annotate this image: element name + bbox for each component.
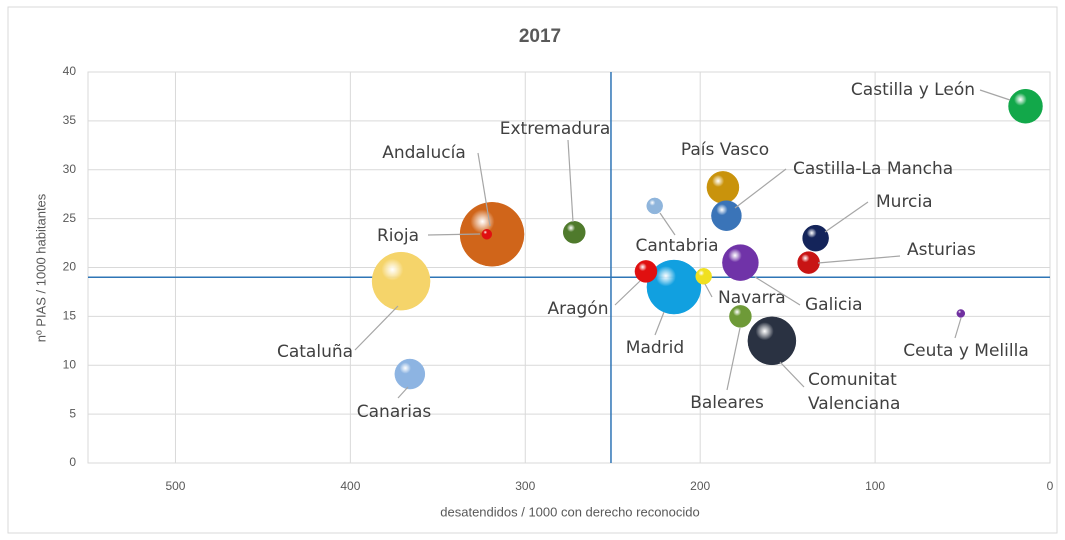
data-label: País Vasco [681, 140, 769, 160]
bubble [706, 171, 740, 204]
leader-line [734, 168, 787, 209]
data-label: Castilla-La Mancha [793, 159, 953, 179]
data-label: Murcia [876, 192, 933, 212]
leader-line [726, 327, 741, 391]
x-tick-label: 500 [165, 479, 185, 493]
data-label: Extremadura [500, 119, 611, 139]
y-tick-label: 10 [63, 357, 77, 371]
leader-line [477, 152, 491, 227]
data-label: Castilla y León [851, 80, 975, 100]
x-tick-label: 100 [865, 479, 885, 493]
leader-line [354, 305, 399, 351]
x-tick-label: 400 [340, 479, 360, 493]
data-label: Asturias [907, 240, 976, 260]
data-label: Aragón [547, 299, 608, 319]
leader-line [614, 280, 641, 306]
bubble [371, 251, 431, 311]
bubble [646, 259, 702, 315]
data-label: Baleares [690, 393, 764, 413]
data-label: Comunitat Valenciana [808, 370, 900, 414]
data-label: Galicia [805, 295, 863, 315]
y-axis-title: nº PIAS / 1000 habitantes [33, 193, 48, 342]
y-tick-label: 0 [69, 455, 76, 469]
x-tick-label: 300 [515, 479, 535, 493]
bubble [1008, 88, 1043, 124]
bubble [394, 358, 426, 390]
leader-line [817, 255, 901, 264]
leader-line [824, 201, 869, 233]
leader-line [704, 283, 713, 298]
bubble [722, 244, 759, 281]
data-label: Cataluña [277, 342, 353, 362]
bubble [695, 268, 712, 285]
data-label: Canarias [357, 402, 432, 422]
chart-border [7, 6, 1058, 534]
bubble [481, 229, 493, 240]
x-axis-title: desatendidos / 1000 con derecho reconoci… [440, 504, 699, 519]
bubble [797, 251, 820, 274]
data-label: Rioja [377, 226, 419, 246]
data-label: Andalucía [382, 143, 466, 163]
bubble [646, 197, 663, 215]
data-label: Navarra [718, 288, 786, 308]
y-tick-label: 25 [63, 211, 77, 225]
leader-line [427, 233, 481, 236]
bubble [562, 221, 586, 244]
chart-title: 2017 [519, 26, 561, 47]
bubble [634, 260, 658, 283]
bubble [956, 309, 966, 318]
y-tick-label: 15 [63, 309, 77, 323]
leader-line [659, 212, 676, 236]
data-label: Ceuta y Melilla [903, 341, 1029, 361]
leader-line [754, 276, 801, 306]
y-tick-label: 35 [63, 113, 77, 127]
leader-line [567, 139, 574, 223]
y-tick-label: 5 [69, 406, 76, 420]
data-label: Madrid [626, 338, 684, 358]
data-label: Cantabria [635, 236, 718, 256]
bubble [711, 200, 742, 231]
leader-line [954, 317, 962, 339]
y-tick-label: 30 [63, 162, 77, 176]
leader-line [779, 361, 805, 388]
bubble [747, 316, 797, 366]
x-tick-label: 200 [690, 479, 710, 493]
bubble [802, 224, 829, 252]
bubble [729, 305, 752, 328]
y-tick-label: 40 [63, 64, 77, 78]
y-tick-label: 20 [63, 260, 77, 274]
leader-line [979, 89, 1011, 101]
leader-line [654, 311, 665, 336]
leader-line [397, 386, 409, 399]
x-tick-label: 0 [1047, 479, 1054, 493]
